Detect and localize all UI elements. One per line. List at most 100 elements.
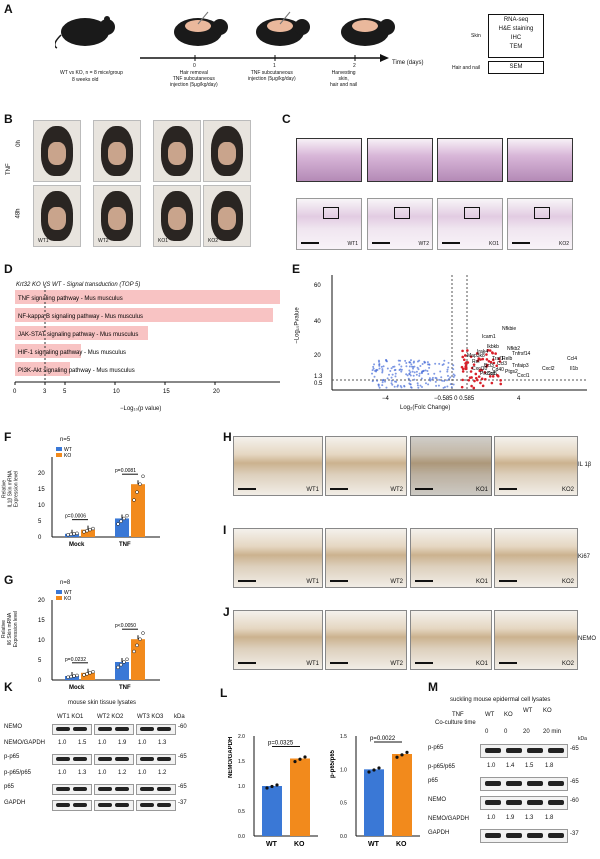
replicate-point (85, 672, 89, 676)
x-tick-label: 5 (63, 389, 67, 395)
ihc-label: KO1 (475, 661, 488, 667)
gene-point (400, 368, 403, 371)
gene-point (410, 386, 413, 389)
y-tick-label: 20 (38, 471, 45, 477)
gene-point (476, 378, 479, 382)
replicate-point (85, 528, 89, 533)
blot-band (115, 757, 129, 761)
histology-label: WT2 (418, 241, 429, 247)
gene-point (441, 379, 444, 382)
gene-point (384, 380, 387, 383)
k-row-label: GAPDH (4, 800, 26, 806)
histology-label: KO2 (558, 241, 569, 247)
scale-bar (372, 242, 390, 244)
blot-band (506, 748, 522, 753)
m-mw: -37 (570, 831, 579, 837)
gene-point (469, 370, 473, 373)
mouse-id: KO2 (208, 238, 219, 244)
panel-label-c: C (282, 112, 291, 126)
gene-point (452, 368, 455, 371)
replicate-point (82, 673, 86, 677)
gene-point (376, 379, 379, 382)
ihc-image: WT2 (325, 528, 407, 588)
p-value: p=0.0325 (268, 741, 294, 747)
gene-label: Icam1 (482, 334, 496, 340)
panel-label-k: K (4, 680, 13, 694)
blot-band (98, 787, 112, 791)
k-ratio: 1.0 (138, 740, 147, 746)
gene-point (485, 353, 488, 356)
gene-point (443, 359, 446, 362)
k-ratio: 1.2 (118, 770, 127, 776)
gene-point (416, 382, 419, 385)
gene-label: Cxcl2 (542, 366, 555, 372)
k-lane-3: WT3 KO3 (137, 714, 164, 720)
blot-strip (94, 724, 134, 735)
k-ratio: 1.0 (58, 740, 67, 746)
y-tick-label: 0 (38, 535, 42, 541)
mouse-photo (33, 120, 81, 182)
y-tick-label: 10 (38, 638, 45, 644)
method-rnaseq: RNA-seq (503, 17, 529, 23)
gene-point (491, 375, 495, 378)
gene-point (411, 370, 414, 373)
shaved-skin (107, 207, 127, 230)
ihc-label: WT2 (390, 661, 403, 667)
gene-point (371, 369, 374, 372)
gene-point (417, 386, 420, 389)
gene-point (433, 372, 436, 375)
shaved-skin (217, 142, 237, 165)
gene-point (461, 370, 465, 373)
skin-methods-box: RNA-seq H&E staining IHC TEM (488, 14, 544, 58)
legend-swatch-ko (56, 453, 62, 457)
k-row-label: p-p65 (4, 754, 20, 760)
gene-point (405, 365, 408, 368)
panel-label-b: B (4, 112, 13, 126)
gene-point (470, 384, 473, 388)
gene-label: Ptgs2 (505, 369, 518, 375)
y-tick-label: 0.5 (314, 381, 323, 387)
m-row-label: p65 (428, 778, 439, 784)
gene-point (420, 372, 423, 375)
gene-point (426, 369, 429, 372)
gene-point (408, 365, 411, 368)
hair-label: Hair and nail (452, 65, 481, 71)
gene-point (371, 372, 374, 375)
gene-point (373, 375, 376, 378)
mouse-photo (203, 120, 251, 182)
blot-band (56, 757, 70, 761)
shaved-skin (217, 207, 237, 230)
m-ratio: 1.9 (506, 815, 515, 821)
pathway-bar-chart: TNF signaling pathway - Mus musculus NF-k… (13, 286, 280, 395)
gene-point (488, 349, 492, 352)
bar-ko (81, 529, 95, 537)
blot-band (548, 833, 564, 838)
k-row-label: p65 (4, 784, 15, 790)
replicate-point (132, 498, 136, 502)
bar-ko (131, 639, 145, 680)
gene-point (406, 374, 409, 377)
y-tick-label: 1.5 (238, 759, 245, 765)
mouse-photo (93, 120, 141, 182)
gene-point (464, 365, 467, 369)
gene-label: Nfkb2 (507, 346, 520, 352)
gene-point (409, 379, 412, 382)
gene-point (438, 378, 441, 381)
panel-label-l: L (220, 686, 228, 700)
e-xlabel: Log₂(Folc Change) (400, 405, 451, 411)
m-genotype: KO (543, 708, 552, 714)
gene-point (477, 375, 481, 378)
gene-point (409, 359, 412, 362)
blot-band (56, 803, 70, 807)
b-treatment-label: TNF (6, 163, 12, 175)
mouse-photo: WT1 (33, 185, 81, 247)
m-ratio: 1.5 (525, 763, 534, 769)
b-row-0h: 0h (15, 140, 22, 147)
gene-point (489, 360, 493, 364)
ihc-label: KO1 (475, 579, 488, 585)
k-kda: kDa (174, 714, 185, 720)
gene-point (418, 374, 421, 377)
blot-strip (480, 777, 568, 791)
y-tick-label: 15 (38, 487, 45, 493)
replicate-point (125, 657, 129, 662)
